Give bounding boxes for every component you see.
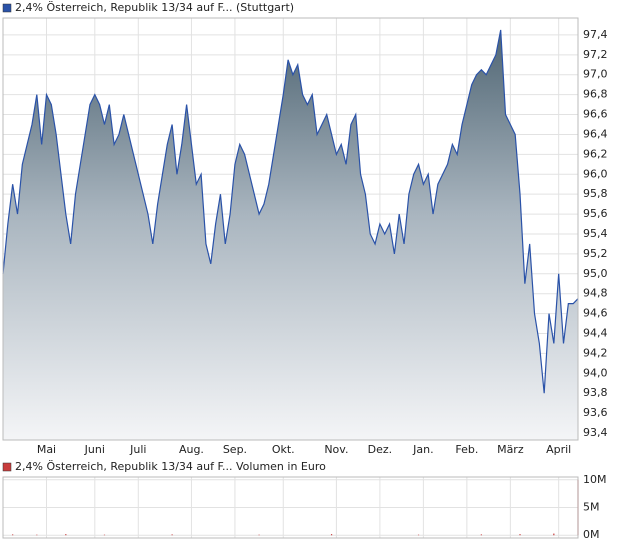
volume-bar [258, 534, 260, 536]
volume-bar [12, 534, 14, 536]
y-tick-label: 95,0 [583, 267, 608, 280]
y-tick-label: 95,4 [583, 227, 608, 240]
y-tick-label: 96,2 [583, 147, 608, 160]
x-tick-label: Feb. [455, 443, 478, 456]
y-tick-label: 95,8 [583, 187, 608, 200]
x-tick-label: Okt. [272, 443, 295, 456]
x-tick-label: April [546, 443, 571, 456]
y-tick-label: 10M [583, 473, 607, 486]
x-tick-label: Mai [37, 443, 56, 456]
y-tick-label: 96,4 [583, 127, 608, 140]
y-tick-label: 96,8 [583, 88, 608, 101]
volume-bar [171, 534, 173, 536]
x-tick-label: Sep. [223, 443, 247, 456]
y-tick-label: 94,0 [583, 366, 608, 379]
x-tick-label: Jan. [412, 443, 433, 456]
legend-swatch [2, 462, 12, 472]
x-tick-label: Dez. [368, 443, 393, 456]
y-tick-label: 97,2 [583, 48, 608, 61]
volume-bar [103, 534, 106, 536]
legend-label: 2,4% Österreich, Republik 13/34 auf F...… [15, 1, 294, 14]
x-tick-label: Juli [129, 443, 146, 456]
plot-frame [2, 476, 579, 539]
x-tick-label: Nov. [324, 443, 348, 456]
y-tick-label: 94,4 [583, 327, 608, 340]
volume-bar [480, 534, 482, 536]
volume-bar [65, 534, 67, 536]
price-line [2, 29, 579, 394]
y-tick-label: 93,6 [583, 406, 608, 419]
area-fill [3, 29, 578, 440]
volume-bar [417, 534, 420, 536]
volume-bar [553, 533, 555, 536]
x-tick-label: Juni [84, 443, 105, 456]
y-tick-label: 0M [583, 528, 600, 541]
x-tick-label: März [497, 443, 524, 456]
y-tick-label: 96,6 [583, 108, 608, 121]
y-tick-label: 97,4 [583, 28, 608, 41]
legend-label: 2,4% Österreich, Republik 13/34 auf F...… [15, 460, 326, 473]
volume-bar [519, 534, 521, 536]
y-tick-label: 93,8 [583, 386, 608, 399]
y-tick-label: 5M [583, 501, 600, 514]
y-tick-label: 94,2 [583, 346, 608, 359]
plot-frame [2, 17, 579, 441]
x-tick-label: Aug. [179, 443, 204, 456]
y-tick-label: 93,4 [583, 426, 608, 439]
y-tick-label: 96,0 [583, 167, 608, 180]
y-tick-label: 94,6 [583, 307, 608, 320]
y-tick-label: 97,0 [583, 68, 608, 81]
volume-bar [36, 534, 38, 536]
y-tick-label: 95,2 [583, 247, 608, 260]
y-tick-label: 95,6 [583, 207, 608, 220]
volume-bar [330, 534, 333, 536]
legend-swatch [2, 3, 12, 13]
y-tick-label: 94,8 [583, 287, 608, 300]
